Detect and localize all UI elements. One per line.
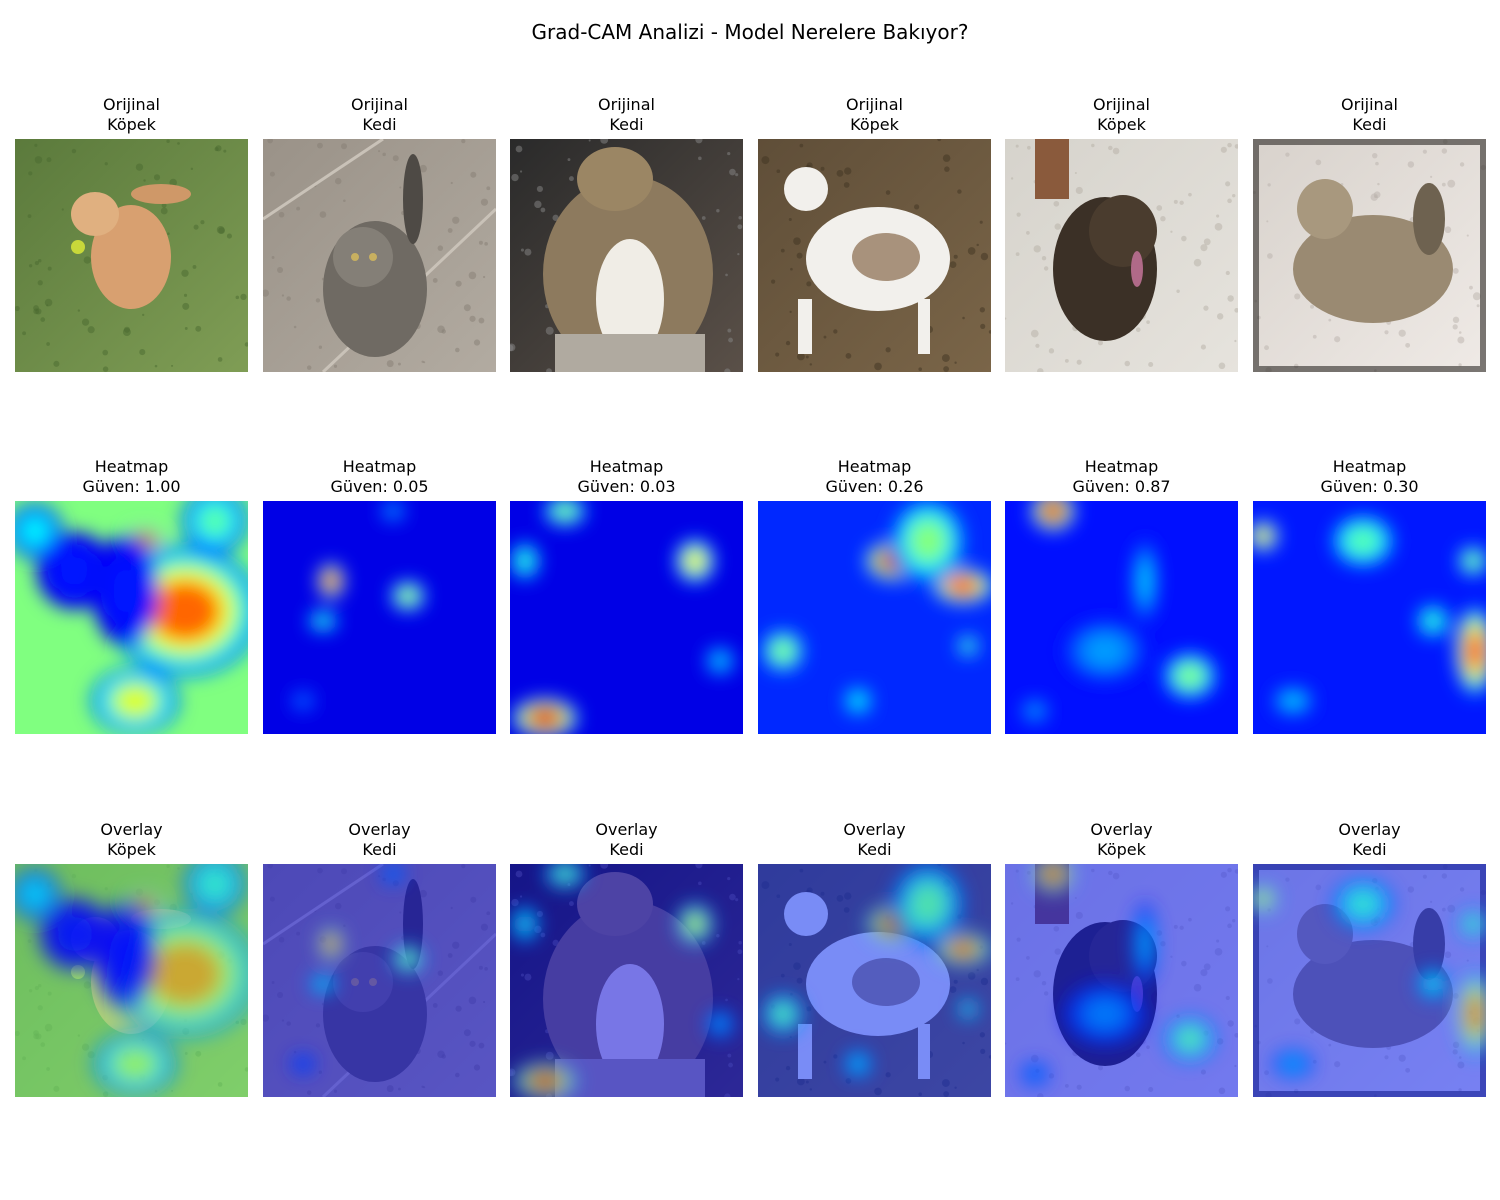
original-panel-1: Orijinal Köpek (15, 95, 248, 372)
original-image (263, 139, 496, 372)
overlay-panel-2: Overlay Kedi (263, 820, 496, 1097)
original-panel-4: Orijinal Köpek (758, 95, 991, 372)
heatmap-image (758, 501, 991, 734)
heatmap-panel-4: Heatmap Güven: 0.26 (758, 457, 991, 734)
original-panel-2: Orijinal Kedi (263, 95, 496, 372)
original-panel-title: Orijinal Kedi (263, 95, 496, 135)
panel-title-line2: Köpek (1097, 115, 1146, 134)
overlay-panel-3: Overlay Kedi (510, 820, 743, 1097)
overlay-panel-4: Overlay Kedi (758, 820, 991, 1097)
heatmap-panel-2: Heatmap Güven: 0.05 (263, 457, 496, 734)
heatmap-panel-1: Heatmap Güven: 1.00 (15, 457, 248, 734)
original-image (1253, 139, 1486, 372)
panel-title-line1: Overlay (348, 820, 411, 839)
heatmap-panel-title: Heatmap Güven: 0.26 (758, 457, 991, 497)
panel-title-line2: Köpek (107, 115, 156, 134)
heatmap-panel-title: Heatmap Güven: 0.05 (263, 457, 496, 497)
original-panel-title: Orijinal Köpek (1005, 95, 1238, 135)
overlay-panel-title: Overlay Kedi (758, 820, 991, 860)
panel-title-line1: Orijinal (351, 95, 408, 114)
panel-title-line1: Orijinal (846, 95, 903, 114)
panel-title-line1: Overlay (100, 820, 163, 839)
panel-title-line2: Köpek (1097, 840, 1146, 859)
original-panel-title: Orijinal Köpek (15, 95, 248, 135)
panel-title-line1: Heatmap (94, 457, 169, 476)
heatmap-image (15, 501, 248, 734)
overlay-panel-title: Overlay Köpek (15, 820, 248, 860)
original-panel-5: Orijinal Köpek (1005, 95, 1238, 372)
panel-title-line2: Kedi (362, 840, 397, 859)
panel-title-line2: Köpek (850, 115, 899, 134)
figure-title: Grad-CAM Analizi - Model Nerelere Bakıyo… (531, 20, 969, 44)
original-panel-title: Orijinal Köpek (758, 95, 991, 135)
panel-title-line1: Overlay (1090, 820, 1153, 839)
heatmap-image (510, 501, 743, 734)
panel-title-line2: Güven: 0.26 (825, 477, 924, 496)
heatmap-image (1005, 501, 1238, 734)
panel-title-line1: Heatmap (342, 457, 417, 476)
panel-title-line2: Güven: 1.00 (82, 477, 181, 496)
original-panel-6: Orijinal Kedi (1253, 95, 1486, 372)
panel-title-line1: Orijinal (1341, 95, 1398, 114)
overlay-image (758, 864, 991, 1097)
original-panel-title: Orijinal Kedi (510, 95, 743, 135)
overlay-image (1253, 864, 1486, 1097)
panel-title-line2: Kedi (1352, 840, 1387, 859)
panel-title-line2: Kedi (362, 115, 397, 134)
panel-title-line2: Güven: 0.30 (1320, 477, 1419, 496)
panel-title-line2: Güven: 0.05 (330, 477, 429, 496)
panel-title-line1: Heatmap (837, 457, 912, 476)
panel-title-line1: Orijinal (103, 95, 160, 114)
overlay-panel-1: Overlay Köpek (15, 820, 248, 1097)
original-image (1005, 139, 1238, 372)
panel-title-line1: Orijinal (1093, 95, 1150, 114)
original-panel-3: Orijinal Kedi (510, 95, 743, 372)
panel-title-line2: Güven: 0.87 (1072, 477, 1171, 496)
panel-title-line2: Kedi (609, 115, 644, 134)
heatmap-panel-title: Heatmap Güven: 0.03 (510, 457, 743, 497)
panel-title-line1: Heatmap (589, 457, 664, 476)
panel-title-line2: Güven: 0.03 (577, 477, 676, 496)
heatmap-image (263, 501, 496, 734)
heatmap-panel-5: Heatmap Güven: 0.87 (1005, 457, 1238, 734)
overlay-panel-title: Overlay Kedi (510, 820, 743, 860)
overlay-panel-6: Overlay Kedi (1253, 820, 1486, 1097)
overlay-image (510, 864, 743, 1097)
heatmap-panel-title: Heatmap Güven: 0.87 (1005, 457, 1238, 497)
overlay-panel-title: Overlay Köpek (1005, 820, 1238, 860)
original-image (510, 139, 743, 372)
overlay-panel-title: Overlay Kedi (263, 820, 496, 860)
original-image (15, 139, 248, 372)
heatmap-panel-title: Heatmap Güven: 1.00 (15, 457, 248, 497)
panel-title-line2: Kedi (1352, 115, 1387, 134)
overlay-image (1005, 864, 1238, 1097)
panel-title-line1: Heatmap (1332, 457, 1407, 476)
panel-title-line1: Orijinal (598, 95, 655, 114)
overlay-image (263, 864, 496, 1097)
original-panel-title: Orijinal Kedi (1253, 95, 1486, 135)
heatmap-image (1253, 501, 1486, 734)
overlay-panel-5: Overlay Köpek (1005, 820, 1238, 1097)
heatmap-panel-3: Heatmap Güven: 0.03 (510, 457, 743, 734)
heatmap-panel-6: Heatmap Güven: 0.30 (1253, 457, 1486, 734)
panel-title-line1: Overlay (1338, 820, 1401, 839)
panel-title-line1: Heatmap (1084, 457, 1159, 476)
panel-title-line2: Kedi (609, 840, 644, 859)
heatmap-panel-title: Heatmap Güven: 0.30 (1253, 457, 1486, 497)
overlay-image (15, 864, 248, 1097)
original-image (758, 139, 991, 372)
panel-title-line2: Kedi (857, 840, 892, 859)
panel-title-line1: Overlay (595, 820, 658, 839)
panel-title-line2: Köpek (107, 840, 156, 859)
panel-title-line1: Overlay (843, 820, 906, 839)
overlay-panel-title: Overlay Kedi (1253, 820, 1486, 860)
